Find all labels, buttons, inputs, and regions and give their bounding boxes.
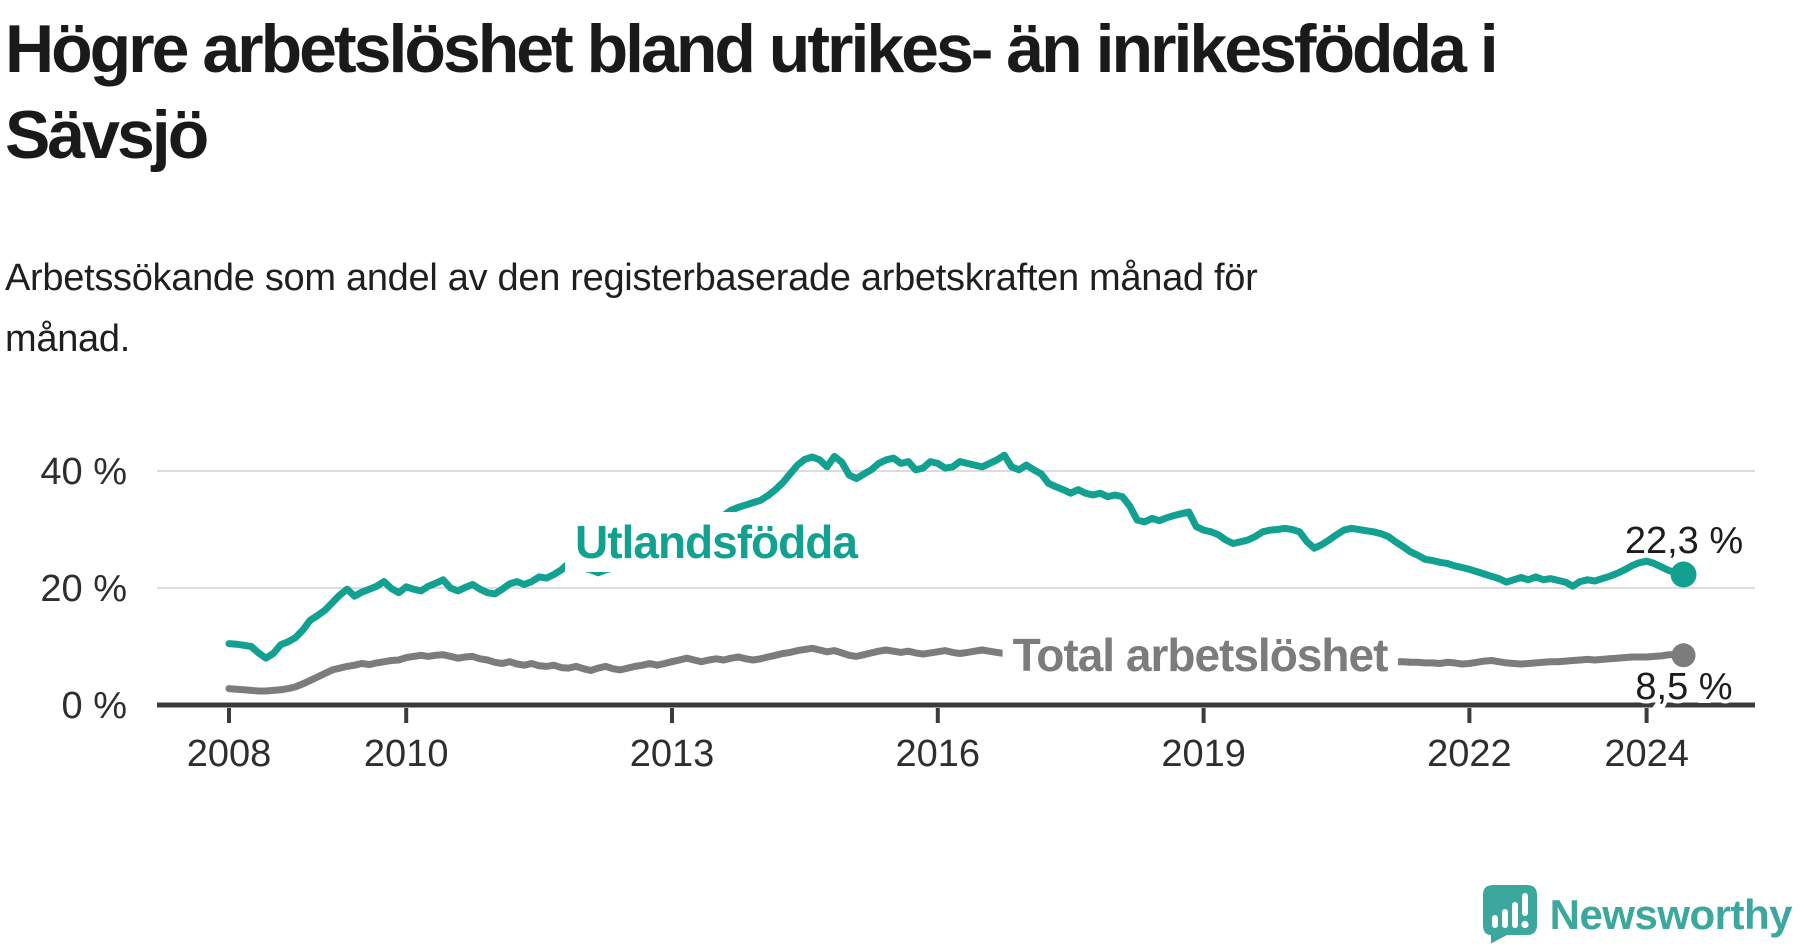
chart-subtitle-line-2: månad. bbox=[5, 318, 130, 360]
chart-subtitle-line-1: Arbetssökande som andel av den registerb… bbox=[5, 257, 1258, 299]
end-value-label-total-arbetsloshet: 8,5 % bbox=[1635, 666, 1732, 708]
series-label-total-arbetsloshet: Total arbetslöshet bbox=[1013, 629, 1388, 681]
x-tick-label-2013: 2013 bbox=[630, 733, 715, 775]
x-tick-label-2024: 2024 bbox=[1604, 733, 1689, 775]
series-line-utlandsfodda bbox=[225, 451, 1687, 662]
end-value-label-utlandsfodda: 22,3 % bbox=[1625, 520, 1743, 562]
x-tick-label-2016: 2016 bbox=[896, 733, 981, 775]
x-tick-label-2008: 2008 bbox=[187, 733, 272, 775]
page-title-line-2: Sävsjö bbox=[5, 97, 209, 173]
series-label-bg-utlandsfodda bbox=[565, 512, 869, 572]
newsworthy-logo-text: Newsworthy bbox=[1549, 890, 1793, 938]
page-title-line-1: Högre arbetslöshet bland utrikes- än inr… bbox=[5, 11, 1499, 87]
series-label-utlandsfodda: Utlandsfödda bbox=[575, 516, 858, 568]
chart-subtitle: Arbetssökande som andel av den registerb… bbox=[5, 248, 1258, 370]
y-tick-label-20: 20 % bbox=[40, 568, 127, 610]
page-title: Högre arbetslöshet bland utrikes- än inr… bbox=[5, 6, 1499, 178]
newsworthy-logo-icon bbox=[1482, 885, 1537, 944]
endpoint-dot-total-arbetsloshet bbox=[1671, 643, 1696, 668]
series-label-bg-total-arbetsloshet bbox=[1002, 625, 1399, 685]
y-tick-label-0: 0 % bbox=[62, 685, 127, 727]
endpoint-dot-utlandsfodda bbox=[1670, 561, 1697, 588]
newsworthy-logo: Newsworthy bbox=[1482, 885, 1793, 944]
x-tick-label-2022: 2022 bbox=[1427, 733, 1512, 775]
series-line-total-arbetsloshet bbox=[225, 644, 1687, 695]
x-tick-label-2019: 2019 bbox=[1161, 733, 1246, 775]
x-tick-label-2010: 2010 bbox=[364, 733, 449, 775]
y-tick-label-40: 40 % bbox=[40, 451, 127, 493]
